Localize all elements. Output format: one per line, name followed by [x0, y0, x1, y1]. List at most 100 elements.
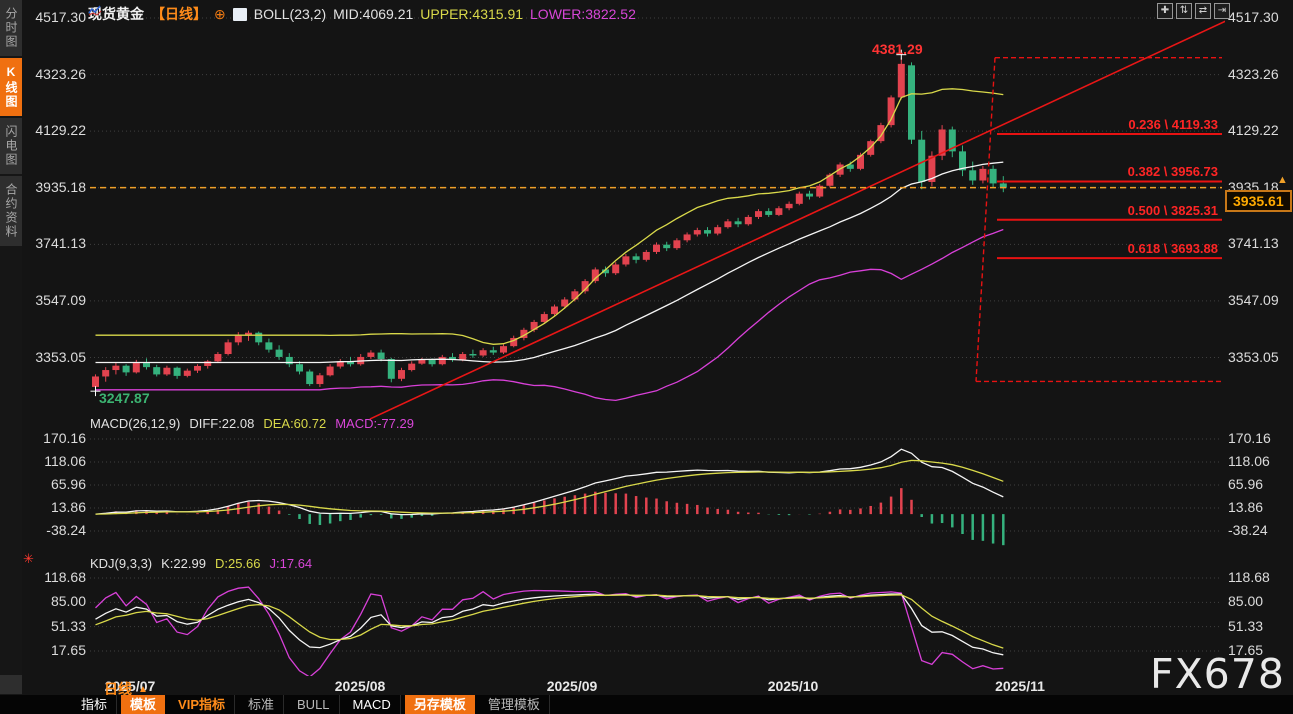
macd-axis-label-right: 118.06: [1228, 453, 1270, 469]
kdj-axis-label-right: 85.00: [1228, 593, 1264, 610]
kdj-axis-label-right: 118.68: [1228, 569, 1270, 585]
sidebar-footer: [0, 675, 22, 694]
macd-label[interactable]: MACD(26,12,9): [90, 416, 181, 431]
kdj-axis-label-left: 85.00: [50, 593, 86, 610]
window-toolbar: ✚ ⇅ ⇄ ⇥: [1157, 3, 1230, 19]
kdj-axis-label-left: 118.68: [44, 569, 86, 585]
macd-macd-value: MACD:-77.29: [335, 416, 414, 431]
trendline: [369, 20, 1225, 420]
tab-另存模板[interactable]: 另存模板: [404, 695, 475, 714]
y-axis-label-left: 4323.26: [35, 65, 86, 82]
macd-axis-label-right: 170.16: [1228, 430, 1271, 446]
period-label[interactable]: 日线: [104, 681, 132, 697]
y-axis-label-left: 4517.30: [35, 9, 86, 25]
watermark: FX678: [1150, 650, 1285, 698]
macd-axis-label-left: 170.16: [43, 430, 86, 446]
kdj-axis-label-right: 51.33: [1228, 617, 1264, 634]
macd-dea-line: [95, 459, 1004, 515]
y-axis-label-right: 3353.05: [1228, 348, 1279, 365]
period-badge[interactable]: 【日线】: [151, 6, 207, 22]
swing-high-label: 4381.29: [872, 41, 923, 57]
shift-right-icon[interactable]: ⇥: [1214, 3, 1230, 19]
sidebar-item-0[interactable]: 分时图: [0, 0, 22, 56]
chart-logo-icon: [88, 5, 247, 21]
fib-retracement: [975, 56, 1222, 383]
boll-lower-line: [95, 228, 1004, 402]
kdj-j-value: J:17.64: [269, 556, 313, 571]
macd-axis-label-left: -38.24: [46, 522, 86, 538]
chart-header: 现货黄金 【日线】 ⊕ BOLL(23,2) MID:4069.21 UPPER…: [88, 4, 636, 24]
boll-mid-line: [95, 161, 1004, 364]
y-axis-label-right: 4517.30: [1228, 9, 1279, 25]
macd-axis-label-left: 65.96: [50, 476, 86, 492]
kdj-label[interactable]: KDJ(9,3,3): [90, 556, 153, 571]
macd-axis-label-right: 65.96: [1228, 476, 1264, 492]
symbol-name: 现货黄金: [88, 6, 144, 22]
add-indicator-icon[interactable]: ⊕: [214, 5, 226, 22]
zoom-vertical-icon[interactable]: ⇅: [1176, 3, 1192, 19]
kdj-j-line: [95, 586, 1004, 676]
tab-MACD[interactable]: MACD: [344, 695, 401, 714]
boll-lower-value: LOWER:3822.52: [530, 6, 636, 22]
x-axis-label: 2025/08: [334, 678, 386, 694]
swing-low-label: 3247.87: [99, 390, 150, 406]
bollinger-bands: [95, 88, 1004, 402]
sidebar-item-3[interactable]: 合约资料: [0, 176, 22, 246]
macd-panel: [95, 448, 1005, 546]
macd-axis-label-right: -38.24: [1228, 522, 1268, 538]
kdj-header: KDJ(9,3,3) K:22.99 D:25.66 J:17.64: [90, 556, 312, 571]
zoom-horizontal-icon[interactable]: ⇄: [1195, 3, 1211, 19]
sidebar-item-1[interactable]: K线图: [0, 58, 22, 116]
kdj-k-value: K:22.99: [161, 556, 206, 571]
tab-标准[interactable]: 标准: [239, 695, 285, 714]
tab-BULL[interactable]: BULL: [288, 695, 340, 714]
boll-mid-value: MID:4069.21: [333, 6, 414, 22]
macd-axis-label-left: 118.06: [44, 453, 86, 469]
fib-level-label: 0.236 \ 4119.33: [1128, 117, 1218, 133]
x-axis-label: 2025/10: [767, 678, 819, 694]
y-axis-label-right: 3547.09: [1228, 291, 1279, 308]
boll-upper-line: [95, 88, 1004, 345]
y-axis-label-right: 3741.13: [1228, 235, 1279, 252]
x-axis-label: 2025/07: [104, 678, 156, 694]
period-selector[interactable]: 日线 ▲: [104, 679, 148, 699]
macd-header: MACD(26,12,9) DIFF:22.08 DEA:60.72 MACD:…: [90, 416, 414, 431]
tab-管理模板[interactable]: 管理模板: [479, 695, 550, 714]
fib-level-label: 0.382 \ 3956.73: [1127, 164, 1218, 180]
kdj-k-line: [95, 593, 1004, 656]
y-axis-label-left: 3741.13: [35, 235, 86, 252]
x-axis-label: 2025/11: [995, 678, 1045, 694]
kdj-axis-label-left: 17.65: [50, 642, 86, 658]
chart-type-sidebar: 分时图 K线图 闪电图 合约资料: [0, 0, 22, 714]
pan-crosshair-icon[interactable]: ✚: [1157, 3, 1173, 19]
macd-diff-value: DIFF:22.08: [189, 416, 255, 431]
macd-dea-value: DEA:60.72: [263, 416, 327, 431]
current-price-tag: 3935.61: [1225, 189, 1292, 212]
tab-模板[interactable]: 模板: [121, 695, 166, 714]
y-axis-label-left: 3547.09: [35, 291, 86, 308]
extreme-markers: [90, 49, 907, 397]
kdj-d-line: [95, 594, 1004, 649]
macd-axis-label-left: 13.86: [50, 499, 86, 515]
y-axis-label-left: 3935.18: [35, 178, 86, 195]
macd-diff-line: [95, 448, 1004, 516]
fib-level-label: 0.618 \ 3693.88: [1127, 241, 1218, 257]
boll-label: BOLL(23,2): [253, 6, 327, 22]
y-axis-label-right: 4129.22: [1228, 122, 1279, 139]
macd-axis-label-right: 13.86: [1228, 499, 1264, 515]
price-arrow-icon: ▲: [1277, 173, 1288, 186]
tab-VIP指标[interactable]: VIP指标: [169, 695, 235, 714]
period-arrow-icon[interactable]: ▲: [138, 683, 148, 695]
sidebar-item-2[interactable]: 闪电图: [0, 118, 22, 174]
boll-upper-value: UPPER:4315.91: [420, 6, 524, 22]
bottom-tabbar: 指标 模板 VIP指标 标准 BULL MACD 另存模板 管理模板: [0, 695, 1293, 714]
kdj-axis-label-left: 51.33: [50, 617, 86, 634]
kdj-axis-label-right: 17.65: [1228, 642, 1264, 658]
x-axis-label: 2025/09: [546, 678, 598, 694]
alert-burst-icon[interactable]: ✳: [23, 551, 34, 566]
tab-指标[interactable]: 指标: [72, 695, 118, 714]
y-axis-label-left: 4129.22: [35, 122, 86, 139]
y-axis-label-left: 3353.05: [35, 348, 86, 365]
